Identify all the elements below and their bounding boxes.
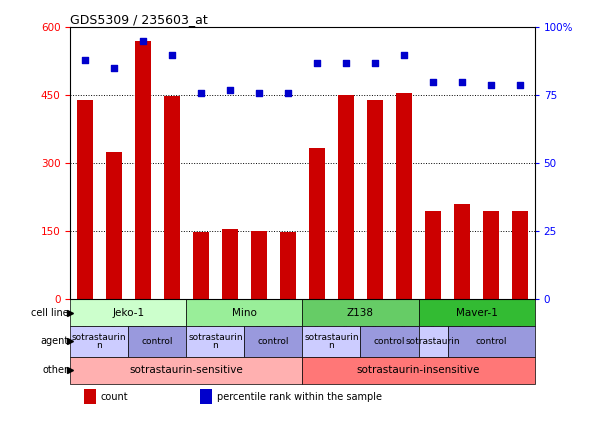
- Bar: [164, 96, 180, 299]
- Point: [167, 51, 177, 58]
- Point: [225, 87, 235, 93]
- Text: sotrastaurin-insensitive: sotrastaurin-insensitive: [357, 365, 480, 375]
- Bar: [360, 327, 419, 357]
- Bar: [70, 327, 128, 357]
- Point: [138, 38, 148, 44]
- Point: [428, 79, 438, 85]
- Text: Mino: Mino: [232, 308, 257, 318]
- Bar: [447, 327, 535, 357]
- Text: control: control: [142, 337, 173, 346]
- Text: sotrastaurin
n: sotrastaurin n: [72, 333, 126, 350]
- Text: GDS5309 / 235603_at: GDS5309 / 235603_at: [70, 14, 208, 26]
- Bar: [483, 211, 499, 299]
- Bar: [84, 389, 96, 404]
- Bar: [302, 299, 419, 327]
- Point: [254, 89, 264, 96]
- Text: sotrastaurin
n: sotrastaurin n: [188, 333, 243, 350]
- Point: [457, 79, 467, 85]
- Point: [341, 60, 351, 66]
- Bar: [186, 327, 244, 357]
- Text: control: control: [258, 337, 289, 346]
- Bar: [309, 148, 325, 299]
- Text: agent: agent: [40, 336, 69, 346]
- Point: [80, 57, 90, 63]
- Point: [370, 60, 380, 66]
- Bar: [70, 299, 186, 327]
- Bar: [77, 100, 93, 299]
- Text: other: other: [43, 365, 69, 375]
- Point: [399, 51, 409, 58]
- Text: Z138: Z138: [347, 308, 374, 318]
- Bar: [419, 327, 447, 357]
- Text: Jeko-1: Jeko-1: [112, 308, 144, 318]
- Text: control: control: [475, 337, 507, 346]
- Point: [486, 81, 496, 88]
- Bar: [512, 211, 528, 299]
- Bar: [251, 231, 267, 299]
- Bar: [425, 211, 441, 299]
- Bar: [280, 232, 296, 299]
- Bar: [302, 327, 360, 357]
- Text: control: control: [374, 337, 405, 346]
- Bar: [396, 93, 412, 299]
- Bar: [193, 232, 209, 299]
- Bar: [244, 327, 302, 357]
- Text: sotrastaurin
n: sotrastaurin n: [304, 333, 359, 350]
- Point: [312, 60, 322, 66]
- Bar: [128, 327, 186, 357]
- Bar: [454, 204, 470, 299]
- Text: Maver-1: Maver-1: [456, 308, 497, 318]
- Bar: [338, 96, 354, 299]
- Text: sotrastaurin-sensitive: sotrastaurin-sensitive: [130, 365, 243, 375]
- Bar: [200, 389, 212, 404]
- Bar: [135, 41, 151, 299]
- Bar: [222, 229, 238, 299]
- Bar: [106, 152, 122, 299]
- Bar: [186, 299, 302, 327]
- Text: percentile rank within the sample: percentile rank within the sample: [216, 392, 381, 402]
- Point: [515, 81, 525, 88]
- Bar: [419, 299, 535, 327]
- Point: [283, 89, 293, 96]
- Point: [196, 89, 206, 96]
- Point: [109, 65, 119, 71]
- Bar: [70, 357, 302, 384]
- Text: cell line: cell line: [31, 308, 69, 318]
- Bar: [302, 357, 535, 384]
- Text: sotrastaurin: sotrastaurin: [406, 337, 460, 346]
- Bar: [367, 100, 383, 299]
- Text: count: count: [100, 392, 128, 402]
